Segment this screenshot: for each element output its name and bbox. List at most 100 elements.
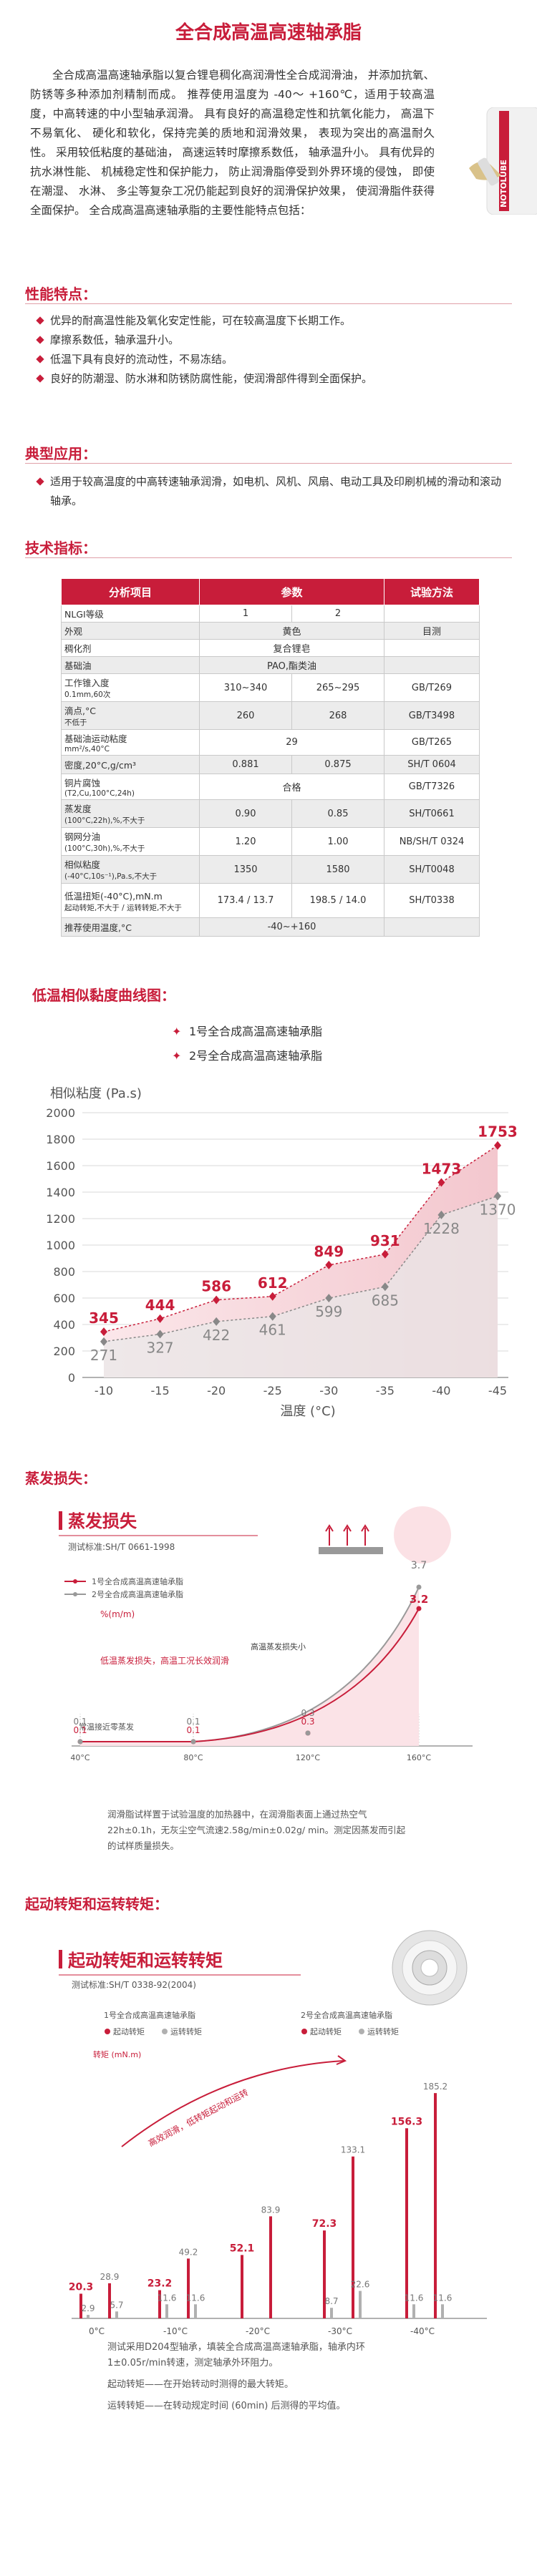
- spec-name: 钢网分油 (100°C,30h),%,不大于: [61, 827, 200, 856]
- table-row: 基础油运动粘度 mm²/s,40°C 29 GB/T265: [61, 729, 480, 756]
- torque-notes: 测试采用D204型轴承，填装全合成高温高速轴承脂，轴承内环1±0.05r/min…: [107, 2340, 422, 2414]
- bar-value-label: 11.6: [433, 2293, 453, 2303]
- bar-value-label: 28.9: [100, 2272, 120, 2282]
- features-list: 优异的耐高温性能及氧化安定性能，可在较高温度下长期工作。 摩擦系数低，轴承温升小…: [36, 311, 508, 389]
- series-2-point: [494, 1191, 501, 1201]
- spec-name: 密度,20°C,g/cm³: [61, 755, 200, 774]
- legend-start-1: 起动转矩: [113, 2026, 145, 2036]
- specs-heading: 技术指标：: [25, 540, 97, 557]
- spec-value: PAO,酯类油: [199, 656, 384, 674]
- series-2-point: [213, 1317, 221, 1326]
- list-item: 优异的耐高温性能及氧化安定性能，可在较高温度下长期工作。: [36, 311, 508, 331]
- x-tick-label: -30°C: [328, 2326, 352, 2336]
- series-2-label: 0.1: [73, 1717, 87, 1727]
- series-2-point: [416, 1584, 422, 1590]
- spec-value: 0.875: [291, 755, 384, 774]
- series-2-point: [190, 1739, 196, 1745]
- x-tick-label: 80°C: [183, 1753, 203, 1762]
- table-row: 稠化剂 复合锂皂: [61, 639, 480, 657]
- group2-label: 2号全合成高温高速轴承脂: [301, 2010, 392, 2020]
- evaporation-card-title: 蒸发损失: [68, 1511, 137, 1531]
- legend-run-2: 运转转矩: [367, 2026, 399, 2036]
- x-tick-label: 0°C: [89, 2326, 105, 2336]
- series-1-label: 444: [145, 1297, 175, 1314]
- table-row: 外观 黄色 目测: [61, 622, 480, 640]
- table-row: NLGI等级 1 2: [61, 605, 480, 623]
- legend-item-1: ✦ 1号全合成高温高速轴承脂: [172, 1025, 323, 1038]
- spec-name: 滴点,°C 不低于: [61, 701, 200, 730]
- series-1-label: 0.3: [301, 1717, 314, 1727]
- features-heading: 性能特点：: [25, 286, 97, 303]
- torque-chart: 起动转矩和运转转矩 测试标准:SH/T 0338-92(2004) 1号全合成高…: [59, 1930, 487, 2336]
- annotation-high: 高温蒸发损失小: [251, 1641, 306, 1652]
- series-1-label: 931: [370, 1232, 400, 1249]
- series-2-label: 0.1: [186, 1717, 200, 1727]
- series-1-point: [416, 1606, 422, 1611]
- series-2-point: [100, 1337, 107, 1346]
- spec-method: GB/T7326: [384, 774, 480, 800]
- legend-run-1: 运转转矩: [170, 2026, 202, 2036]
- spec-name: 蒸发度 (100°C,22h),%,不大于: [61, 799, 200, 828]
- spec-value: 合格: [199, 774, 384, 800]
- legend-start-2: 起动转矩: [310, 2026, 342, 2036]
- y-tick-label: 1400: [46, 1186, 75, 1199]
- torque-note-2: 起动转矩——在开始转动时测得的最大转矩。: [107, 2379, 294, 2390]
- series-2-label: 599: [315, 1303, 342, 1320]
- series-2-label: 461: [259, 1322, 286, 1339]
- x-tick-label: -45: [488, 1384, 507, 1397]
- unit-label: %(m/m): [100, 1609, 135, 1619]
- series-1-point: [213, 1295, 221, 1304]
- bar-value-label: 83.9: [261, 2205, 281, 2215]
- spec-value: 1.00: [291, 827, 384, 856]
- series-1-point: [156, 1314, 164, 1323]
- y-tick-label: 1000: [46, 1239, 75, 1252]
- x-tick-label: 40°C: [70, 1753, 90, 1762]
- spec-method: [384, 656, 480, 674]
- spec-value: -40~+160: [199, 917, 384, 937]
- x-tick-label: -15: [151, 1384, 170, 1397]
- torque-heading: 起动转矩和运转转矩：: [25, 1896, 168, 1913]
- spec-method: GB/T3498: [384, 701, 480, 730]
- table-header: 试验方法: [384, 578, 480, 605]
- series-2-label: 0.3: [301, 1708, 314, 1718]
- series-1-label: 0.1: [73, 1725, 87, 1735]
- spec-value: 0.881: [199, 755, 292, 774]
- table-header: 参数: [199, 578, 384, 605]
- table-row: 基础油 PAO,酯类油: [61, 656, 480, 674]
- x-tick-label: -10°C: [163, 2326, 188, 2336]
- series-2-point: [77, 1739, 83, 1745]
- spec-value: 173.4 / 13.7: [199, 883, 292, 918]
- spec-name: 工作锥入度 0.1mm,60次: [61, 673, 200, 702]
- table-row: 铜片腐蚀 (T2,Cu,100°C,24h) 合格 GB/T7326: [61, 774, 480, 800]
- list-item: 适用于较高温度的中高转速轴承润滑，如电机、风机、风扇、电动工具及印刷机械的滑动和…: [36, 472, 508, 511]
- heat-icon: [319, 1506, 451, 1563]
- spec-name: 相似粘度 (-40°C,10s⁻¹),Pa.s,不大于: [61, 855, 200, 884]
- x-tick-label: 120°C: [296, 1753, 320, 1762]
- spec-name: 铜片腐蚀 (T2,Cu,100°C,24h): [61, 774, 200, 800]
- spec-value: 1: [199, 605, 292, 623]
- bearing-icon: [392, 1930, 468, 2006]
- series-2-point: [268, 1312, 276, 1321]
- bar-value-label: 5.7: [110, 2300, 123, 2310]
- spec-method: GB/T265: [384, 729, 480, 756]
- spec-value: 0.90: [199, 799, 292, 828]
- spec-method: SH/T0048: [384, 855, 480, 884]
- series-1-label: 1753: [478, 1123, 518, 1141]
- series-1-point: [100, 1327, 107, 1337]
- y-tick-label: 2000: [46, 1106, 75, 1120]
- spec-value: 265~295: [291, 673, 384, 702]
- spec-method: NB/SH/T 0324: [384, 827, 480, 856]
- series-2-point: [325, 1294, 333, 1303]
- spec-value: 1580: [291, 855, 384, 884]
- bar-value-label: 72.3: [312, 2218, 337, 2230]
- spec-value: 310~340: [199, 673, 292, 702]
- x-tick-label: -40: [432, 1384, 450, 1397]
- spec-method: SH/T0338: [384, 883, 480, 918]
- legend-item-2: ✦ 2号全合成高温高速轴承脂: [172, 1049, 323, 1063]
- annotation-room: 常温接近零蒸发: [79, 1722, 134, 1732]
- product-tube-image: NOTOLUBE: [462, 107, 537, 215]
- torque-note-3: 运转转矩——在转动规定时间 (60min) 后测得的平均值。: [107, 2401, 346, 2411]
- table-row: 低温扭矩(-40°C),mN.m 起动转矩,不大于 / 运转转矩,不大于 173.4…: [61, 883, 480, 918]
- spec-method: SH/T 0604: [384, 755, 480, 774]
